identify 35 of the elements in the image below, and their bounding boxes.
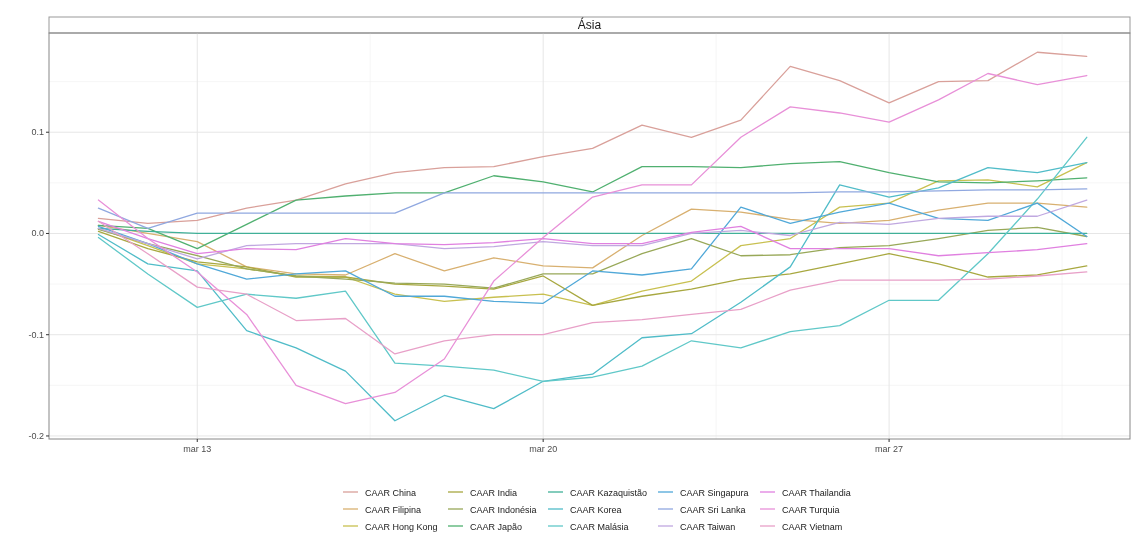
line-series — [97, 188, 1088, 230]
legend-label: CAAR India — [470, 487, 518, 498]
y-tick-label: 0.1 — [31, 127, 44, 138]
line-series — [97, 160, 1088, 250]
x-tick-label: mar 27 — [875, 444, 904, 454]
legend-label: CAAR Indonésia — [470, 504, 537, 515]
y-tick-label: 0.0 — [31, 228, 44, 239]
legend-label: CAAR Filipina — [365, 504, 422, 515]
y-tick-label: -0.1 — [28, 329, 44, 340]
line-series — [97, 220, 1088, 257]
legend-label: CAAR Vietnam — [782, 521, 843, 532]
chart-title: Ásia — [577, 17, 602, 32]
x-tick-label: mar 13 — [183, 444, 212, 454]
y-tick-label: -0.2 — [28, 430, 44, 441]
line-series — [97, 161, 1088, 422]
legend-label: CAAR Hong Kong — [365, 521, 438, 532]
line-series — [97, 202, 1088, 304]
legend-label: CAAR Malásia — [570, 521, 629, 532]
line-series — [97, 199, 1088, 260]
line-series — [97, 230, 1088, 306]
legend-label: CAAR Taiwan — [680, 521, 736, 532]
line-series — [97, 72, 1088, 405]
legend-label: CAAR Japão — [470, 521, 523, 532]
legend-label: CAAR Korea — [570, 504, 622, 515]
line-series — [97, 51, 1088, 224]
line-series — [97, 226, 1088, 289]
legend-label: CAAR China — [365, 487, 417, 498]
legend-label: CAAR Turquia — [782, 504, 840, 515]
legend-label: CAAR Kazaquistão — [570, 487, 648, 498]
line-series — [97, 220, 1088, 355]
legend-label: CAAR Singapura — [680, 487, 749, 498]
x-tick-label: mar 20 — [529, 444, 558, 454]
legend-label: CAAR Sri Lanka — [680, 504, 746, 515]
line-series — [97, 136, 1088, 382]
legend-label: CAAR Thailandia — [782, 487, 851, 498]
